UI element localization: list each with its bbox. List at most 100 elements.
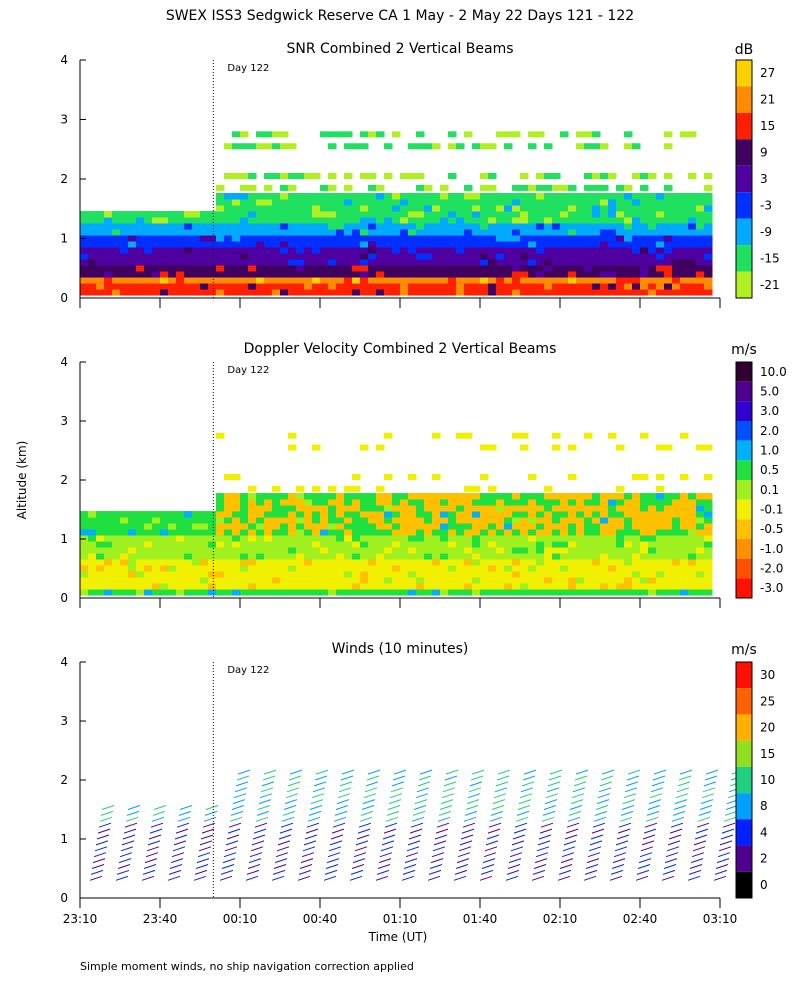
heatmap-cell [464, 205, 473, 212]
heatmap-cell [464, 485, 473, 492]
wind-barb [514, 822, 528, 828]
heatmap-cell [88, 577, 97, 584]
heatmap-cell [640, 217, 649, 224]
heatmap-cell [208, 523, 217, 530]
wind-barb [719, 840, 733, 846]
wind-barb [148, 834, 162, 840]
heatmap-cell [648, 211, 657, 218]
heatmap-cell [616, 577, 625, 584]
heatmap-cell [680, 223, 689, 230]
heatmap-cell [488, 235, 497, 242]
heatmap-cell [288, 265, 297, 272]
heatmap-cell [688, 289, 697, 296]
y-tick-label: 2 [60, 473, 68, 487]
heatmap-cell [288, 511, 297, 518]
heatmap-cell [408, 511, 417, 518]
heatmap-cell [368, 199, 377, 206]
wind-barb [179, 805, 193, 810]
heatmap-cell [624, 583, 633, 590]
heatmap-cell [440, 529, 449, 536]
heatmap-cell [504, 217, 513, 224]
heatmap-cell [400, 193, 409, 200]
heatmap-cell [224, 199, 233, 206]
heatmap-cell [568, 253, 577, 260]
heatmap-cell [168, 529, 177, 536]
heatmap-cell [232, 541, 241, 548]
heatmap-cell [240, 199, 249, 206]
colorbar-label: -15 [760, 251, 780, 265]
heatmap-cell [344, 143, 353, 150]
heatmap-cell [536, 205, 545, 212]
heatmap-cell [472, 517, 481, 524]
heatmap-cell [520, 547, 529, 554]
heatmap-cell [528, 499, 537, 506]
heatmap-cell [424, 529, 433, 536]
heatmap-cell [624, 271, 633, 278]
heatmap-cell [376, 485, 385, 492]
wind-barb [327, 852, 341, 858]
heatmap-cell [464, 511, 473, 518]
wind-barb [572, 787, 586, 793]
heatmap-cell [664, 205, 673, 212]
heatmap-cell [80, 541, 89, 548]
heatmap-cell [240, 583, 249, 590]
heatmap-cell [200, 247, 209, 254]
wind-barb [302, 846, 316, 852]
heatmap-cell [664, 235, 673, 242]
heatmap-cell [376, 589, 385, 596]
heatmap-cell [264, 235, 273, 242]
heatmap-cell [440, 271, 449, 278]
heatmap-cell [296, 253, 305, 260]
heatmap-cell [296, 211, 305, 218]
heatmap-cell [688, 211, 697, 218]
x-tick-label: 01:10 [383, 912, 418, 926]
heatmap-cell [168, 259, 177, 266]
heatmap-cell [256, 589, 265, 596]
heatmap-cell [608, 247, 617, 254]
heatmap-cell [392, 559, 401, 566]
heatmap-cell [592, 265, 601, 272]
heatmap-cell [432, 229, 441, 236]
heatmap-cell [296, 565, 305, 572]
heatmap-cell [640, 223, 649, 230]
heatmap-cell [360, 289, 369, 296]
heatmap-cell [192, 229, 201, 236]
heatmap-cell [680, 559, 689, 566]
heatmap-cell [200, 529, 209, 536]
heatmap-cell [184, 535, 193, 542]
wind-barb [377, 864, 391, 869]
heatmap-cell [200, 577, 209, 584]
heatmap-cell [568, 193, 577, 200]
heatmap-cell [680, 253, 689, 260]
heatmap-cell [256, 241, 265, 248]
wind-barb [413, 805, 427, 810]
heatmap-cell [656, 253, 665, 260]
heatmap-cell [144, 217, 153, 224]
heatmap-cell [512, 499, 521, 506]
heatmap-cell [496, 541, 505, 548]
heatmap-cell [88, 511, 97, 518]
wind-barb [442, 787, 456, 793]
wind-barb [288, 775, 302, 781]
heatmap-cell [240, 559, 249, 566]
colorbar-segment [736, 440, 752, 461]
heatmap-cell [400, 517, 409, 524]
wind-barb [335, 805, 349, 810]
heatmap-cell [640, 247, 649, 254]
heatmap-cell [232, 277, 241, 284]
heatmap-cell [504, 193, 513, 200]
heatmap-cell [488, 583, 497, 590]
heatmap-cell [320, 541, 329, 548]
wind-barb [565, 828, 579, 834]
heatmap-cell [672, 577, 681, 584]
heatmap-cell [376, 131, 385, 138]
wind-barb [676, 787, 690, 793]
heatmap-cell [216, 493, 225, 500]
heatmap-cell [528, 265, 537, 272]
wind-barb [391, 781, 405, 787]
heatmap-cell [136, 283, 145, 290]
heatmap-cell [336, 199, 345, 206]
wind-barb [151, 816, 165, 822]
heatmap-cell [304, 289, 313, 296]
heatmap-cell [304, 493, 313, 500]
